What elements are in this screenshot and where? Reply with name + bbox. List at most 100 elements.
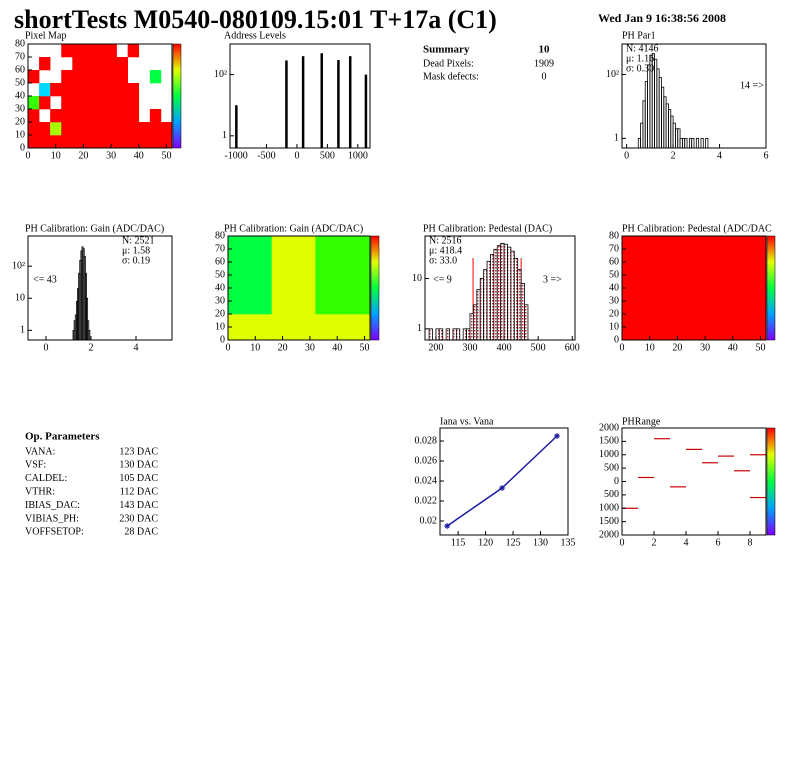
x-tick-label: 500 bbox=[320, 150, 335, 161]
stat: N: 2516 bbox=[429, 235, 462, 246]
hist-bin bbox=[517, 269, 522, 341]
cell bbox=[238, 301, 251, 315]
x-tick-label: 500 bbox=[531, 342, 546, 353]
cell bbox=[315, 249, 327, 263]
cell bbox=[138, 135, 151, 149]
x-tick-label: 0 bbox=[294, 150, 299, 161]
cell bbox=[94, 122, 106, 136]
hist-bin bbox=[473, 304, 478, 341]
cell bbox=[72, 70, 84, 84]
cell bbox=[315, 314, 327, 328]
cell bbox=[228, 249, 240, 263]
stat: μ: 1.16 bbox=[626, 53, 654, 64]
cell bbox=[160, 122, 173, 136]
summary-label: Dead Pixels: bbox=[423, 58, 474, 69]
annotation: 14 => bbox=[740, 80, 764, 91]
x-tick-label: 0 bbox=[26, 150, 31, 161]
cell bbox=[337, 327, 349, 341]
cell bbox=[326, 262, 338, 276]
hist-bin bbox=[513, 258, 519, 341]
y-tick-label: 70 bbox=[215, 243, 225, 254]
colorbar bbox=[766, 427, 776, 536]
panel-title: PH Calibration: Pedestal (ADC/DAC bbox=[622, 223, 772, 234]
cell bbox=[61, 135, 73, 149]
cell bbox=[249, 301, 262, 315]
cell bbox=[282, 262, 294, 276]
y-tick-label: 80 bbox=[609, 230, 619, 241]
x-tick-label: 125 bbox=[506, 537, 521, 548]
cell bbox=[39, 96, 51, 110]
y-tick-label: 1000 bbox=[599, 449, 619, 460]
x-tick-label: 0 bbox=[226, 342, 231, 353]
panel-title: PH Par1 bbox=[622, 30, 656, 41]
hist-bin bbox=[700, 137, 704, 149]
hist-bin bbox=[88, 329, 91, 341]
cell bbox=[359, 249, 371, 263]
cell bbox=[260, 301, 272, 315]
cell bbox=[116, 70, 128, 84]
cell bbox=[260, 275, 272, 289]
cell bbox=[304, 249, 316, 263]
cell bbox=[94, 83, 106, 97]
x-tick-label: 0 bbox=[624, 150, 629, 161]
cell bbox=[149, 135, 162, 149]
y-tick-label: 40 bbox=[15, 90, 25, 101]
y-tick-label: 30 bbox=[15, 103, 25, 114]
param-value: 28 DAC bbox=[124, 527, 158, 538]
stat: σ: 0.30 bbox=[626, 63, 654, 74]
cell bbox=[228, 327, 240, 341]
cell bbox=[359, 236, 371, 250]
cell bbox=[326, 301, 338, 315]
cell bbox=[282, 327, 294, 341]
cell bbox=[138, 122, 151, 136]
cell bbox=[228, 236, 240, 250]
frame bbox=[27, 235, 173, 341]
cell bbox=[271, 262, 283, 276]
x-tick-label: 20 bbox=[78, 150, 88, 161]
cell bbox=[83, 109, 95, 123]
line bbox=[446, 435, 558, 527]
cell bbox=[293, 262, 305, 276]
param-value: 112 DAC bbox=[120, 486, 159, 497]
y-tick-label: 10 bbox=[412, 273, 422, 284]
param-name: VSF: bbox=[25, 460, 46, 471]
summary-label: Mask defects: bbox=[423, 71, 479, 82]
cell bbox=[293, 288, 305, 302]
cell bbox=[28, 96, 40, 110]
cell bbox=[337, 288, 349, 302]
y-tick-label: 10 bbox=[215, 321, 225, 332]
hist-bin bbox=[503, 243, 508, 341]
summary-number: 0 bbox=[542, 71, 547, 82]
cell bbox=[83, 57, 95, 71]
cell bbox=[337, 314, 349, 328]
cell bbox=[271, 314, 283, 328]
cell bbox=[271, 275, 283, 289]
hist-bin bbox=[500, 242, 505, 341]
y-tick-label: 0.02 bbox=[420, 515, 438, 526]
panel-title: PH Calibration: Gain (ADC/DAC) bbox=[224, 223, 363, 234]
cell bbox=[83, 70, 95, 84]
cell bbox=[238, 236, 251, 250]
cell bbox=[39, 135, 51, 149]
cell bbox=[50, 83, 62, 97]
y-tick-label: 80 bbox=[215, 230, 225, 241]
y-tick-label: 50 bbox=[215, 269, 225, 280]
spike bbox=[364, 74, 368, 148]
x-tick-label: 4 bbox=[717, 150, 722, 161]
cell bbox=[348, 236, 360, 250]
y-tick-label: 0 bbox=[20, 142, 25, 153]
cell bbox=[116, 96, 128, 110]
cell bbox=[61, 109, 73, 123]
hist-bin bbox=[462, 328, 467, 341]
cell bbox=[238, 327, 251, 341]
cell bbox=[348, 327, 360, 341]
y-tick-label: 10² bbox=[214, 69, 227, 80]
cell bbox=[271, 301, 283, 315]
x-tick-label: 10 bbox=[51, 150, 61, 161]
cell bbox=[271, 249, 283, 263]
cell bbox=[83, 44, 95, 58]
cell bbox=[127, 83, 140, 97]
cell bbox=[238, 275, 251, 289]
cell bbox=[238, 288, 251, 302]
cell bbox=[72, 135, 84, 149]
